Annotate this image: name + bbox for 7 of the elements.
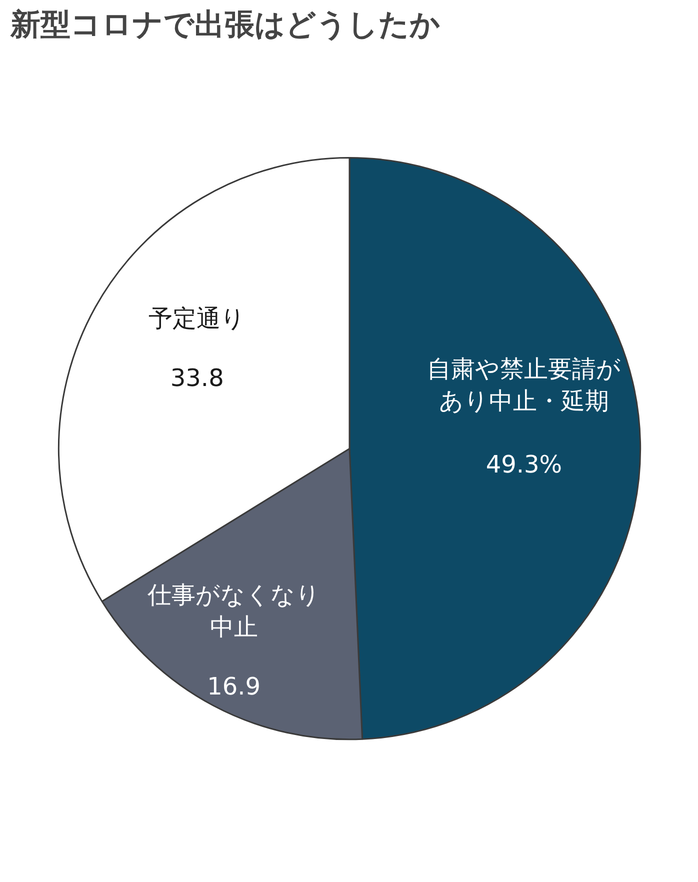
data-label: 33.8: [170, 364, 224, 392]
slice-label: 自粛や禁止要請があり中止・延期: [426, 354, 621, 416]
data-label: 49.3%: [486, 450, 562, 479]
data-label: 16.9: [207, 672, 261, 701]
chart-title: 新型コロナで出張はどうしたか: [10, 8, 440, 42]
slice-label: 仕事がなくなり中止: [146, 580, 320, 642]
slice-label: 予定通り: [148, 304, 246, 333]
